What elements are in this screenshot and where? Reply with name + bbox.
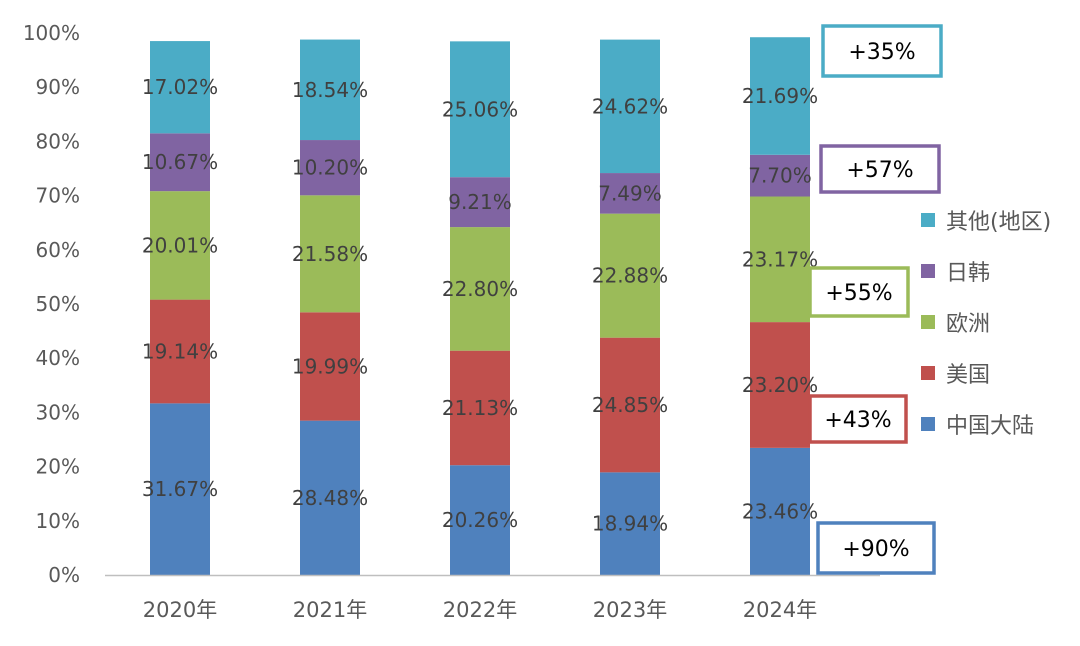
data-label: 19.14% [142,339,218,363]
data-label: 23.17% [742,247,818,271]
growth-annotation-label: +43% [824,408,891,433]
data-label: 19.99% [292,354,368,378]
bar-segment [150,191,210,300]
bar-segment [150,41,210,134]
legend-label: 其他(地区) [946,210,1051,235]
growth-annotation-box [819,144,941,194]
data-label: 18.94% [592,512,668,536]
y-tick-label: 50% [36,292,80,316]
growth-annotation-label: +35% [848,40,915,65]
y-tick-label: 10% [36,509,80,533]
x-tick-label: 2022年 [443,598,517,622]
bar-segment [450,41,510,178]
bar-segment [600,213,660,338]
legend-swatch [921,213,935,227]
y-tick-label: 0% [48,563,80,587]
legend-label: 欧洲 [946,312,990,337]
legend-swatch [921,264,935,278]
x-tick-label: 2023年 [593,598,667,622]
data-label: 22.80% [442,277,518,301]
data-label: 9.21% [448,190,512,214]
y-tick-label: 30% [36,400,80,424]
legend-label: 日韩 [946,261,990,286]
data-label: 20.01% [142,233,218,257]
legend-swatch [921,315,935,329]
bar-segment [300,140,360,196]
data-label: 21.13% [442,396,518,420]
y-tick-label: 20% [36,455,80,479]
legend-swatch [921,366,935,380]
x-tick-label: 2020年 [143,598,217,622]
bar-segment [150,299,210,404]
data-label: 22.88% [592,264,668,288]
bar-segment [750,322,810,448]
growth-annotation-label: +57% [846,158,913,183]
y-tick-label: 100% [23,21,80,45]
legend-label: 美国 [946,363,990,388]
bar-segment [450,350,510,466]
bar-segment [450,177,510,228]
growth-annotation-label: +55% [825,281,892,306]
data-label: 24.85% [592,393,668,417]
x-tick-label: 2021年 [293,598,367,622]
data-label: 23.46% [742,499,818,523]
data-label: 24.62% [592,94,668,118]
data-label: 31.67% [142,477,218,501]
bar-segment [750,196,810,323]
bar-segment [600,472,660,575]
data-label: 18.54% [292,78,368,102]
bar-segment [450,465,510,575]
data-label: 21.58% [292,242,368,266]
growth-annotation-label: +90% [842,537,909,562]
y-tick-label: 70% [36,184,80,208]
data-label: 10.67% [142,150,218,174]
data-label: 17.02% [142,75,218,99]
bar-segment [450,227,510,351]
legend-swatch [921,417,935,431]
bar-segment [600,337,660,473]
growth-annotation-box [808,266,910,318]
data-label: 10.20% [292,156,368,180]
data-label: 20.26% [442,508,518,532]
data-label: 21.69% [742,84,818,108]
y-tick-label: 90% [36,75,80,99]
bar-segment [150,133,210,192]
growth-annotation-box [816,521,936,575]
bar-segment [600,39,660,174]
bar-segment [750,37,810,155]
bar-segment [300,312,360,421]
bar-segment [300,195,360,313]
data-label: 23.20% [742,373,818,397]
bar-segment [600,173,660,214]
legend-label: 中国大陆 [946,414,1034,439]
y-tick-label: 40% [36,346,80,370]
bar-segment [150,403,210,575]
bar-segment [300,420,360,575]
bar-segment [300,39,360,141]
data-label: 7.70% [748,164,812,188]
data-label: 25.06% [442,97,518,121]
y-tick-label: 80% [36,129,80,153]
bar-segment [750,154,810,197]
x-tick-label: 2024年 [743,598,817,622]
data-label: 28.48% [292,486,368,510]
growth-annotation-box [808,394,908,444]
data-label: 7.49% [598,181,662,205]
y-tick-label: 60% [36,238,80,262]
growth-annotation-box [821,24,943,78]
bar-segment [750,447,810,575]
